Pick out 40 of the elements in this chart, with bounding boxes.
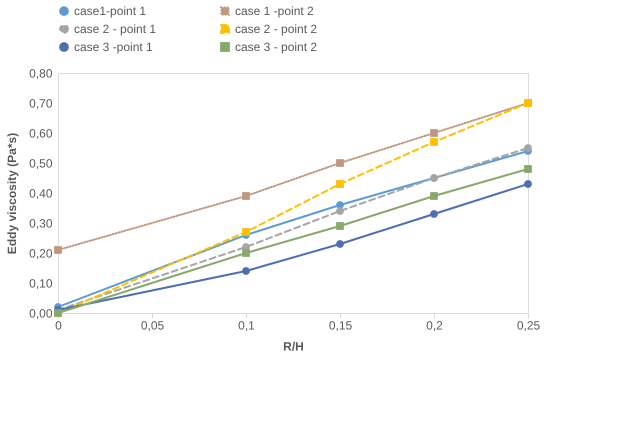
- point: [242, 249, 250, 257]
- legend-label: case1-point 1: [74, 4, 146, 18]
- point: [430, 210, 438, 218]
- point: [524, 180, 532, 188]
- y-tick-label: 0,80: [29, 66, 53, 80]
- x-axis-title: R/H: [283, 340, 304, 354]
- point: [242, 228, 250, 236]
- legend-label: case 3 -point 1: [74, 40, 154, 54]
- x-tick-label: 0,1: [238, 318, 256, 332]
- point: [54, 246, 62, 254]
- legend-label: case 1 -point 2: [235, 4, 314, 18]
- point: [430, 129, 438, 137]
- y-tick-label: 0,60: [29, 126, 53, 140]
- y-tick-label: 0,50: [29, 156, 53, 170]
- point: [242, 192, 250, 200]
- point: [524, 165, 532, 173]
- y-tick-label: 0,40: [29, 186, 53, 200]
- point: [336, 222, 344, 230]
- x-tick-label: 0: [55, 318, 62, 332]
- point: [336, 159, 344, 167]
- y-tick-label: 0,10: [29, 276, 53, 290]
- y-tick-label: 0,30: [29, 216, 53, 230]
- point: [430, 138, 438, 146]
- x-tick-label: 0,25: [516, 318, 540, 332]
- y-tick-label: 0,70: [29, 96, 53, 110]
- point: [430, 192, 438, 200]
- y-tick-label: 0,00: [29, 306, 53, 320]
- x-tick-label: 0,2: [426, 318, 444, 332]
- point: [524, 144, 532, 152]
- legend-label: case 2 - point 2: [235, 22, 318, 36]
- point: [336, 207, 344, 215]
- point: [242, 267, 250, 275]
- y-axis-title: Eddy viscosity (Pa*s): [5, 132, 20, 254]
- x-tick-label: 0,15: [328, 318, 352, 332]
- legend-label: case 3 - point 2: [235, 40, 318, 54]
- point: [336, 180, 344, 188]
- y-tick-label: 0,20: [29, 246, 53, 260]
- point: [336, 240, 344, 248]
- x-tick-label: 0,05: [140, 318, 164, 332]
- legend-label: case 2 - point 1: [74, 22, 156, 36]
